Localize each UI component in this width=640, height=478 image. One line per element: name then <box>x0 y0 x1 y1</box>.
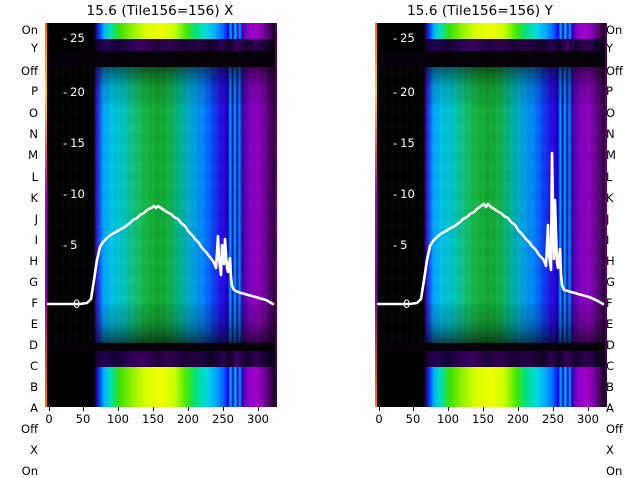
plot-right-edge-stripe <box>275 23 277 407</box>
inner-tick-5: -5 <box>63 238 78 252</box>
letter-tick: P <box>606 84 613 98</box>
letter-tick: N <box>29 127 38 141</box>
letter-tick: J <box>34 212 38 226</box>
colorbar-top-bright <box>377 23 605 39</box>
letter-tick: Y <box>30 41 38 55</box>
heatmap-field <box>377 67 605 343</box>
panel-y: 15.6 (Tile156=156) Y On Y Off P O N M L … <box>320 0 640 477</box>
colorbar-top-dim <box>377 39 605 51</box>
letter-tick: On <box>21 464 38 478</box>
letter-tick: M <box>606 148 616 162</box>
letter-tick: Off <box>606 422 623 436</box>
colorbar-bottom-dim <box>47 351 275 367</box>
letter-tick: P <box>31 84 38 98</box>
letter-tick: D <box>29 338 38 352</box>
letter-tick: F <box>606 296 613 310</box>
plot-left-edge-stripe <box>45 23 47 407</box>
letter-tick: Off <box>606 64 623 78</box>
inner-tick-10: -10 <box>393 187 415 201</box>
inner-tick-25: -25 <box>63 31 85 45</box>
inner-tick-0: 0 <box>403 297 411 311</box>
letter-tick: C <box>606 359 615 373</box>
colorbar-top-bright <box>47 23 275 39</box>
letter-tick: E <box>606 317 614 331</box>
letter-tick: G <box>606 275 615 289</box>
inner-tick-20: -20 <box>63 85 85 99</box>
heatmap-field <box>47 67 275 343</box>
letter-tick: N <box>606 127 615 141</box>
letter-tick: C <box>29 359 38 373</box>
colorbar-bottom-bright <box>377 367 605 407</box>
inner-tick-0: 0 <box>73 297 81 311</box>
letter-tick: L <box>31 170 38 184</box>
plot-left-edge-stripe <box>375 23 377 407</box>
letter-tick: X <box>606 443 614 457</box>
letter-tick: H <box>606 254 615 268</box>
letter-tick: M <box>28 148 38 162</box>
letter-tick: L <box>606 170 613 184</box>
letter-tick: A <box>606 401 614 415</box>
letter-tick: B <box>606 380 614 394</box>
letter-tick: Off <box>21 422 38 436</box>
letter-tick: On <box>606 464 623 478</box>
inner-tick-20: -20 <box>393 85 415 99</box>
panel-x-title: 15.6 (Tile156=156) X <box>86 3 234 19</box>
colorbar-bottom-bright <box>47 367 275 407</box>
letter-tick: O <box>28 106 38 120</box>
plot-right-edge-stripe <box>605 23 607 407</box>
letter-tick: K <box>606 191 614 205</box>
letter-tick: B <box>30 380 38 394</box>
colorbar-top-dim <box>47 39 275 51</box>
inner-tick-10: -10 <box>63 187 85 201</box>
gap-top <box>47 51 275 67</box>
letter-tick: X <box>30 443 38 457</box>
letter-tick: On <box>21 23 38 37</box>
x-axis-bottom-left: 0 50 100 150 200 250 300 <box>45 407 277 440</box>
letter-tick: Y <box>606 41 614 55</box>
gap-bottom <box>47 343 275 351</box>
gap-top <box>377 51 605 67</box>
letter-tick: J <box>606 212 610 226</box>
x-axis-bottom-right: 0 50 100 150 200 250 300 <box>375 407 607 440</box>
letter-tick: I <box>606 233 610 247</box>
gap-bottom <box>377 343 605 351</box>
panel-x: 15.6 (Tile156=156) X Dipole On Y Off P O… <box>0 0 320 477</box>
letter-tick: O <box>606 106 616 120</box>
panel-y-title: 15.6 (Tile156=156) Y <box>407 3 553 19</box>
letter-tick: Off <box>21 64 38 78</box>
letter-tick: G <box>29 275 38 289</box>
letter-tick: H <box>29 254 38 268</box>
letter-tick: F <box>31 296 38 310</box>
letter-tick: On <box>606 23 623 37</box>
heatmap-plot-y[interactable]: -25 -20 -15 -10 -5 0 <box>375 23 607 407</box>
colorbar-bottom-dim <box>377 351 605 367</box>
letter-tick: K <box>30 191 38 205</box>
inner-tick-5: -5 <box>393 238 408 252</box>
letter-tick: D <box>606 338 615 352</box>
heatmap-plot-x[interactable]: -25 -20 -15 -10 -5 0 <box>45 23 277 407</box>
inner-tick-15: -15 <box>63 136 85 150</box>
dipole-letter-axis-left: On Y Off P O N M L K J I H G F E D C B A… <box>2 23 42 477</box>
inner-tick-25: -25 <box>393 31 415 45</box>
inner-tick-15: -15 <box>393 136 415 150</box>
letter-tick: I <box>34 233 38 247</box>
letter-tick: A <box>30 401 38 415</box>
letter-tick: E <box>30 317 38 331</box>
